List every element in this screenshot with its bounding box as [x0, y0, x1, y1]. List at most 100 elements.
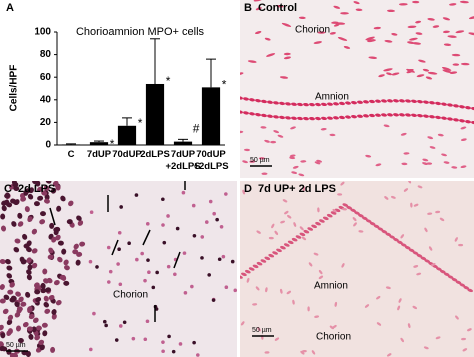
cell: [400, 243, 407, 247]
cell: [350, 208, 356, 213]
cell: [284, 210, 289, 215]
cell: [358, 230, 364, 233]
cell: [26, 274, 32, 281]
cell: [430, 263, 436, 267]
cell: [290, 126, 296, 130]
cell: [233, 288, 237, 293]
cell: [303, 102, 309, 107]
cell: [0, 259, 6, 265]
cell: [274, 230, 279, 236]
cell: [17, 221, 24, 227]
cell: [413, 203, 419, 207]
cell: [391, 72, 400, 76]
cell: [11, 221, 17, 227]
cell: [279, 115, 285, 120]
cell: [399, 113, 405, 117]
cell: [453, 104, 459, 108]
cell: [455, 315, 459, 320]
cell: [267, 114, 273, 118]
cell: [35, 296, 42, 303]
cell: [422, 158, 429, 162]
cell: [55, 184, 61, 191]
cell: [5, 258, 11, 265]
cell: [406, 68, 416, 73]
cell: [6, 265, 13, 271]
cell: [357, 114, 363, 118]
x-tick-label: 70dUP +2dLPS: [193, 149, 229, 172]
cell: [76, 215, 82, 221]
x-tick-label: 70dUP: [112, 149, 142, 160]
cell: [303, 116, 309, 121]
cell: [345, 115, 351, 119]
cell: [299, 226, 304, 231]
cell: [66, 219, 73, 225]
cell: [292, 165, 299, 169]
cell: [39, 344, 45, 351]
arrow: [111, 239, 119, 256]
significance-marker: *: [110, 137, 115, 151]
cell: [79, 241, 86, 247]
cell: [2, 308, 9, 315]
x-tick-label: 2dLPS: [140, 149, 170, 160]
cell: [373, 26, 381, 30]
cell: [387, 99, 393, 103]
y-axis-label: Cells/HPF: [9, 65, 20, 112]
cell: [449, 71, 458, 74]
cell: [369, 99, 375, 104]
cell: [271, 223, 275, 229]
cell: [9, 282, 15, 288]
cell: [89, 210, 94, 215]
cell: [375, 163, 382, 167]
cell: [309, 102, 315, 107]
cell: [43, 302, 50, 308]
cell: [22, 321, 29, 328]
cell: [468, 32, 474, 36]
cell: [329, 133, 336, 137]
cell: [255, 99, 261, 103]
cell: [351, 114, 357, 119]
cell: [424, 259, 431, 263]
cell: [285, 116, 291, 120]
cell: [427, 212, 433, 215]
bar: [61, 144, 81, 145]
cell: [33, 282, 40, 288]
cell: [439, 269, 446, 274]
cell: [426, 162, 433, 165]
cell: [403, 188, 409, 192]
tissue-label: Chorion: [316, 332, 351, 343]
cell: [334, 301, 338, 307]
cell: [333, 5, 341, 9]
cell: [107, 280, 111, 284]
cell: [261, 172, 268, 175]
cell: [311, 224, 317, 229]
cell: [140, 251, 144, 256]
cell: [317, 31, 326, 34]
cell: [75, 259, 81, 266]
cell: [420, 256, 427, 261]
cell: [460, 62, 470, 66]
cell: [28, 333, 34, 340]
cell: [143, 337, 148, 342]
cell: [411, 99, 417, 103]
cell: [252, 303, 258, 306]
cell: [88, 259, 93, 264]
bar: [117, 125, 137, 145]
cell: [459, 0, 469, 4]
cell: [243, 97, 249, 101]
cell: [327, 102, 333, 106]
cell: [340, 181, 345, 186]
cell: [375, 113, 381, 117]
cell: [273, 101, 279, 105]
cell: [57, 240, 64, 246]
cell: [73, 243, 79, 250]
cell: [447, 117, 453, 121]
cell: [7, 314, 14, 321]
cell: [13, 185, 20, 191]
cell: [435, 115, 441, 120]
cell: [240, 130, 244, 134]
cell: [400, 337, 404, 343]
cell: [264, 37, 271, 41]
cell: [280, 220, 285, 224]
cell: [252, 264, 259, 269]
cell: [63, 280, 70, 286]
